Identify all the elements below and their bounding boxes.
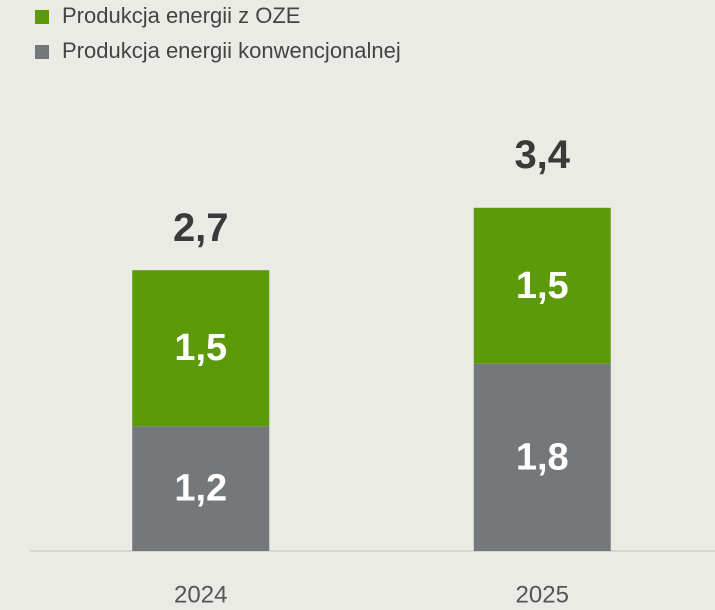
- segment-label: 1,5: [516, 265, 569, 307]
- total-label: 2,7: [173, 206, 229, 250]
- bar-segment: [473, 363, 611, 551]
- legend-swatch: [35, 10, 49, 24]
- bar-segment: [132, 426, 270, 551]
- bar-segment: [473, 207, 611, 364]
- x-tick-label: 2024: [174, 581, 227, 608]
- total-label: 3,4: [514, 133, 570, 177]
- bar-segment: [132, 270, 270, 427]
- segment-label: 1,5: [174, 327, 227, 369]
- legend-swatch: [35, 45, 49, 59]
- x-tick-label: 2025: [516, 581, 569, 608]
- segment-label: 1,8: [516, 436, 569, 478]
- legend-label: Produkcja energii konwencjonalnej: [62, 38, 401, 63]
- legend-label: Produkcja energii z OZE: [62, 3, 300, 28]
- segment-label: 1,2: [174, 468, 227, 510]
